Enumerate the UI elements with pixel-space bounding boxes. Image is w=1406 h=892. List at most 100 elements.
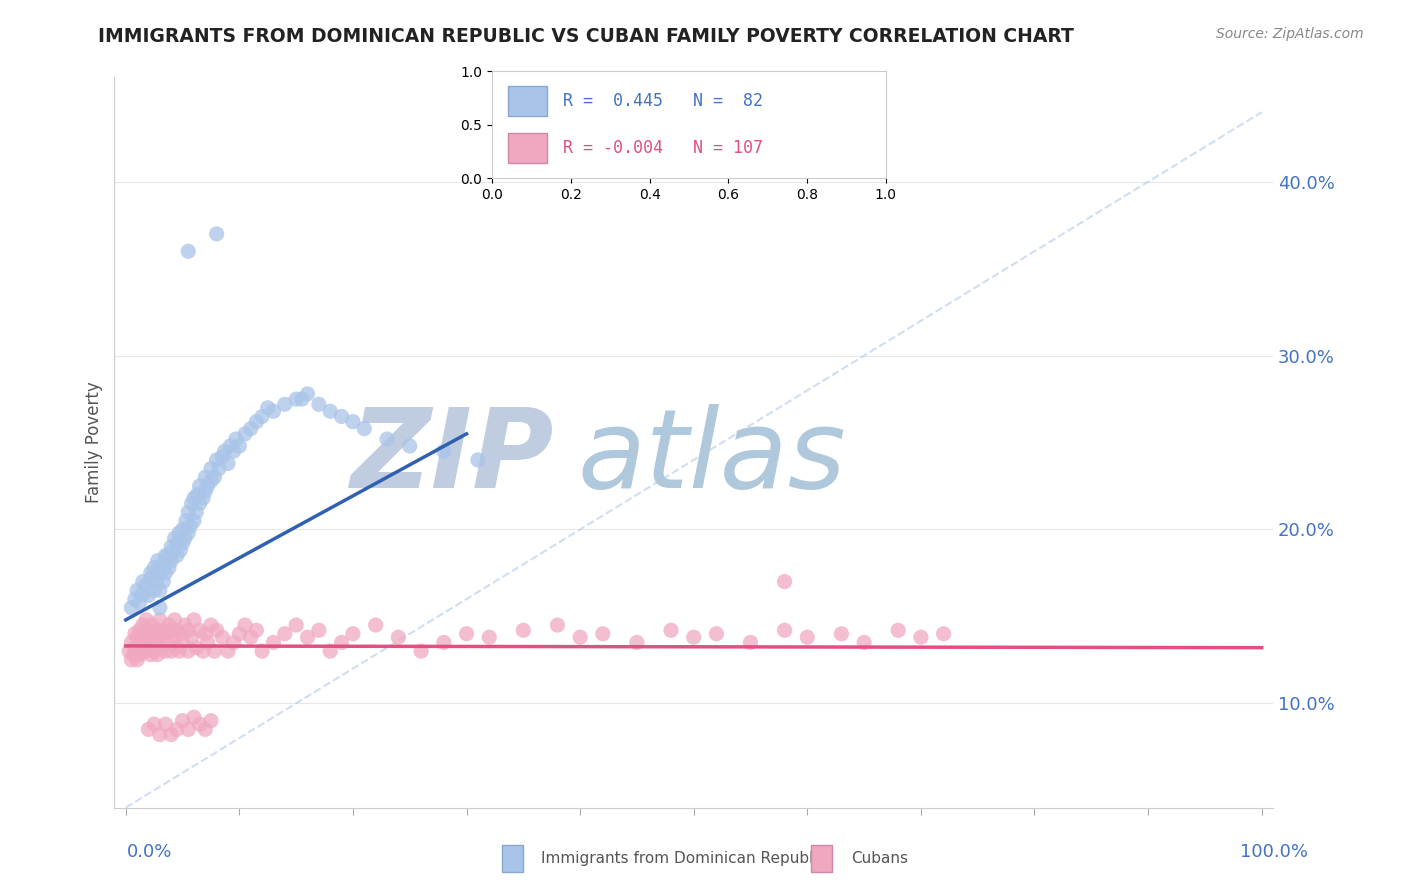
Point xyxy=(132,618,155,632)
Point xyxy=(740,635,762,649)
Point xyxy=(256,401,278,415)
Point xyxy=(124,592,146,607)
Point xyxy=(186,488,208,502)
Point xyxy=(167,644,190,658)
Point xyxy=(134,644,156,658)
Point xyxy=(139,566,162,580)
Point xyxy=(217,644,239,658)
Point xyxy=(250,409,273,424)
Point xyxy=(194,723,217,737)
Point xyxy=(830,626,852,640)
Point xyxy=(682,630,704,644)
Point xyxy=(308,624,330,638)
Point xyxy=(128,644,150,658)
Point xyxy=(222,635,245,649)
Point xyxy=(411,644,433,658)
Point xyxy=(262,404,284,418)
Point xyxy=(245,624,267,638)
Point xyxy=(353,422,375,436)
Point xyxy=(433,635,456,649)
Point xyxy=(180,630,202,644)
FancyBboxPatch shape xyxy=(508,87,547,116)
Point xyxy=(191,491,214,505)
Point xyxy=(146,624,169,638)
Point xyxy=(172,523,194,537)
Point xyxy=(202,470,225,484)
Point xyxy=(135,613,157,627)
Point xyxy=(274,397,297,411)
Point xyxy=(200,618,222,632)
Point xyxy=(200,714,222,728)
Point xyxy=(659,624,682,638)
Text: 0.0%: 0.0% xyxy=(127,843,172,861)
Point xyxy=(167,525,190,540)
Point xyxy=(172,635,194,649)
Point xyxy=(887,624,910,638)
Point xyxy=(143,560,166,574)
Point xyxy=(932,626,955,640)
Point xyxy=(387,630,409,644)
Point xyxy=(173,531,195,545)
Point xyxy=(157,560,180,574)
Point xyxy=(160,624,183,638)
Point xyxy=(233,618,256,632)
Text: atlas: atlas xyxy=(578,404,846,510)
Point xyxy=(205,227,228,241)
Point xyxy=(364,618,387,632)
Point xyxy=(162,630,184,644)
Point xyxy=(197,635,219,649)
Text: Source: ZipAtlas.com: Source: ZipAtlas.com xyxy=(1216,27,1364,41)
Point xyxy=(145,574,167,589)
Point xyxy=(124,626,146,640)
Point xyxy=(150,640,173,655)
Point xyxy=(160,728,183,742)
Point xyxy=(297,630,319,644)
Point xyxy=(120,600,142,615)
Point xyxy=(262,635,284,649)
Point xyxy=(166,624,188,638)
Point xyxy=(127,653,149,667)
Point xyxy=(200,461,222,475)
Point xyxy=(456,626,478,640)
Point xyxy=(433,444,456,458)
Point xyxy=(205,453,228,467)
Point xyxy=(183,710,205,724)
Point xyxy=(166,640,188,655)
Point xyxy=(796,630,818,644)
Point xyxy=(138,723,160,737)
Point xyxy=(173,618,195,632)
Point xyxy=(120,635,142,649)
Point xyxy=(149,566,172,580)
Point xyxy=(183,491,205,505)
Point xyxy=(145,635,167,649)
Point xyxy=(225,432,247,446)
Point xyxy=(155,717,177,731)
Point xyxy=(297,387,319,401)
Point xyxy=(398,439,420,453)
Point xyxy=(188,496,211,510)
Point xyxy=(150,558,173,572)
Point xyxy=(569,630,592,644)
Text: ZIP: ZIP xyxy=(352,404,555,510)
Point xyxy=(120,653,142,667)
Point xyxy=(160,644,183,658)
Point xyxy=(160,540,183,554)
Text: R = -0.004   N = 107: R = -0.004 N = 107 xyxy=(562,139,763,157)
Point xyxy=(706,626,728,640)
Point xyxy=(217,456,239,470)
Point xyxy=(132,635,155,649)
Point xyxy=(205,624,228,638)
Point xyxy=(166,549,188,563)
Point xyxy=(180,496,202,510)
Point xyxy=(177,505,200,519)
Point xyxy=(155,549,177,563)
Point xyxy=(211,630,233,644)
Point xyxy=(128,624,150,638)
Point xyxy=(188,717,211,731)
Point xyxy=(478,630,501,644)
Point xyxy=(626,635,648,649)
Point xyxy=(169,543,191,558)
Point xyxy=(853,635,876,649)
Point xyxy=(141,618,163,632)
Text: 100.0%: 100.0% xyxy=(1240,843,1308,861)
